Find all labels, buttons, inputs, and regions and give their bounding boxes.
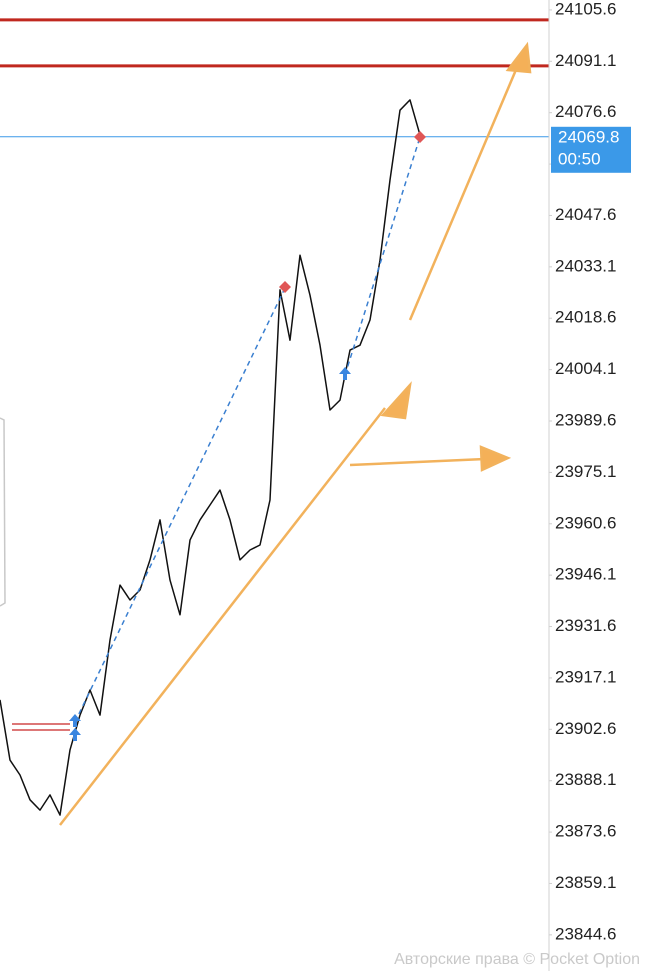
arrow-head [505, 41, 532, 74]
side-handle [0, 417, 6, 607]
trade-marker [69, 714, 81, 727]
trend-line [408, 64, 520, 321]
y-tick-label: 23960.6 [555, 513, 616, 532]
current-price: 24069.8 00:50 [551, 126, 631, 173]
trend-line [59, 407, 386, 826]
y-tick-label: 24004.1 [555, 359, 616, 378]
y-tick-label: 24105.6 [555, 0, 616, 18]
arrow-head [380, 381, 412, 420]
y-tick-label: 23946.1 [555, 565, 616, 584]
timer-label: 00:50 [558, 149, 601, 168]
trade-line [344, 136, 421, 376]
y-tick-label: 23859.1 [555, 873, 616, 892]
price-line [0, 99, 421, 816]
y-tick-label: 23917.1 [555, 667, 616, 686]
y-tick-label: 23931.6 [555, 616, 616, 635]
trade-marker [339, 367, 351, 380]
y-tick-label: 24047.6 [555, 205, 616, 224]
watermark: Авторские права © Pocket Option [394, 951, 640, 968]
y-tick-label: 24033.1 [555, 256, 616, 275]
price-badge [551, 126, 631, 173]
y-tick-label: 23902.6 [555, 719, 616, 738]
arrow-head [479, 445, 512, 472]
y-tick-label: 23975.1 [555, 462, 616, 481]
y-tick-label: 23844.6 [555, 924, 616, 943]
trend-line [349, 457, 486, 467]
current-price-label: 24069.8 [558, 127, 619, 146]
y-tick-label: 24091.1 [555, 51, 616, 70]
trade-marker [279, 281, 291, 293]
trade-marker [414, 131, 426, 143]
y-tick-label: 23873.6 [555, 822, 616, 841]
trade-marker [69, 728, 81, 741]
plot-area [0, 18, 549, 816]
y-tick-label: 24018.6 [555, 308, 616, 327]
y-tick-label: 23888.1 [555, 770, 616, 789]
y-tick-label: 24076.6 [555, 102, 616, 121]
y-tick-label: 23989.6 [555, 410, 616, 429]
drawings [59, 41, 532, 826]
